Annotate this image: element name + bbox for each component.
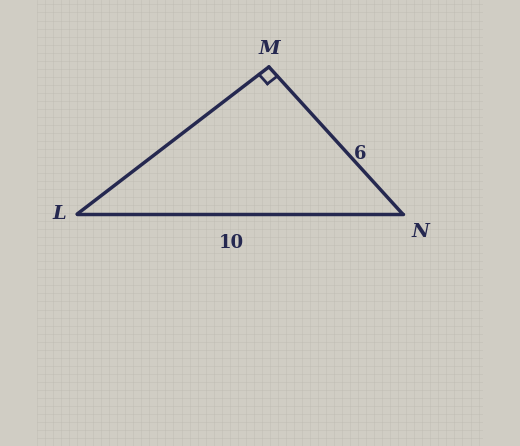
Text: N: N: [412, 223, 430, 241]
Text: L: L: [53, 205, 66, 223]
Text: 10: 10: [218, 234, 243, 252]
Text: 6: 6: [354, 145, 367, 163]
Text: M: M: [258, 40, 280, 58]
